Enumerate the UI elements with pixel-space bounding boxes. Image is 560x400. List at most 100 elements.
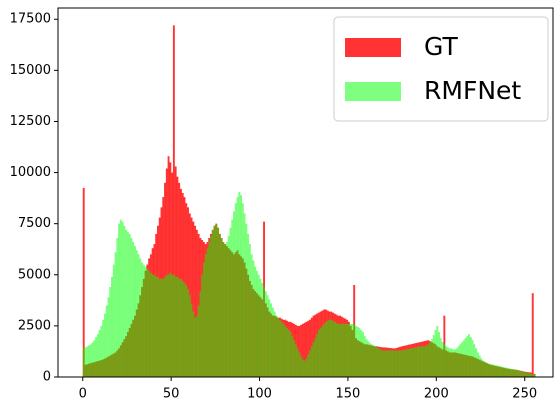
x-tick-label: 250: [512, 387, 537, 400]
histogram-bar: [372, 345, 375, 377]
x-tick-label: 50: [163, 387, 180, 400]
histogram-bar: [238, 191, 241, 377]
histogram-bar: [245, 223, 248, 377]
histogram-bar: [342, 323, 345, 377]
legend-swatch: [345, 38, 401, 57]
histogram-bar: [126, 231, 129, 377]
histogram-bar: [185, 285, 188, 377]
histogram-bar: [448, 348, 451, 377]
histogram-bar: [231, 219, 234, 377]
y-tick-label: 15000: [10, 63, 51, 78]
histogram-bar: [400, 350, 403, 377]
histogram-bar: [303, 322, 306, 377]
histogram-bar: [109, 287, 112, 377]
histogram-bar: [192, 311, 195, 377]
histogram-bar: [503, 367, 506, 377]
histogram-bar: [128, 233, 131, 377]
histogram-bar: [153, 274, 156, 377]
histogram-bar: [367, 341, 370, 377]
histogram-bar: [284, 325, 287, 377]
histogram-bar: [220, 237, 223, 377]
histogram-bar: [476, 352, 479, 377]
histogram-bar: [303, 360, 306, 377]
histogram-bar: [356, 326, 359, 377]
histogram-bar: [496, 365, 499, 377]
histogram-bar: [454, 349, 456, 377]
histogram-bar: [215, 223, 218, 377]
histogram-bar: [130, 237, 133, 377]
histogram-bar: [171, 274, 174, 377]
histogram-bar: [422, 346, 425, 377]
histogram-bar: [455, 348, 458, 377]
histogram-bar: [528, 373, 531, 377]
histogram-bar: [425, 345, 428, 377]
histogram-bar: [446, 347, 449, 377]
histogram-bar: [278, 319, 281, 377]
histogram-bar: [190, 303, 193, 377]
histogram-bar: [172, 274, 175, 377]
histogram-bar: [362, 332, 364, 377]
histogram-bar: [298, 325, 301, 377]
y-tick-label: 5000: [18, 267, 51, 282]
histogram-bar: [280, 321, 283, 377]
histogram-bar: [482, 360, 485, 377]
histogram-bar: [204, 254, 207, 377]
histogram-bar: [218, 233, 221, 377]
plot-area: [82, 25, 536, 377]
histogram-bar: [473, 344, 476, 377]
histogram-bar: [441, 342, 444, 377]
histogram-bar: [415, 347, 418, 377]
histogram-bar: [381, 350, 384, 377]
histogram-bar: [489, 363, 492, 377]
histogram-bar: [167, 156, 170, 377]
y-tick-label: 2500: [18, 318, 51, 333]
histogram-bar: [252, 260, 255, 377]
histogram-bar: [365, 339, 368, 377]
legend-label: RMFNet: [424, 76, 521, 105]
histogram-bar: [294, 344, 297, 377]
histogram-bar: [392, 350, 395, 377]
histogram-bar: [533, 374, 536, 377]
histogram-bar: [86, 346, 89, 377]
histogram-bar: [256, 270, 258, 377]
histogram-bar: [301, 323, 304, 377]
histogram-bar: [162, 278, 165, 377]
histogram-bar: [178, 278, 181, 377]
histogram-bar: [211, 229, 214, 377]
histogram-bar: [125, 229, 128, 377]
histogram-bar: [316, 334, 319, 377]
histogram-bar: [233, 211, 235, 377]
histogram-bar: [335, 322, 338, 377]
histogram-bar: [174, 276, 177, 377]
histogram-bar: [436, 325, 439, 377]
histogram-bar: [395, 350, 398, 377]
histogram-bar: [464, 338, 467, 377]
histogram-bar: [206, 248, 209, 377]
histogram-bar: [98, 329, 101, 377]
histogram-bar: [431, 339, 433, 377]
histogram-bar: [408, 348, 410, 377]
histogram-bar: [531, 293, 534, 377]
histogram-bar: [91, 342, 94, 377]
histogram-bar: [89, 344, 92, 377]
histogram-bar: [248, 244, 251, 377]
histogram-bar: [445, 346, 448, 377]
histogram-bar: [107, 297, 110, 377]
histogram-bar: [114, 252, 117, 377]
histogram-bar: [217, 227, 220, 377]
histogram-bar: [310, 346, 313, 377]
histogram-bar: [164, 276, 166, 377]
histogram-bar: [82, 187, 85, 377]
histogram-bar: [309, 350, 311, 377]
x-tick-label: 0: [79, 387, 87, 400]
axes-frame: [57, 7, 554, 378]
histogram-bar: [194, 225, 197, 377]
legend-label: GT: [424, 32, 458, 61]
histogram-bar: [499, 366, 502, 377]
histogram-bar: [461, 342, 463, 377]
histogram-bar: [116, 237, 119, 377]
histogram-bar: [376, 347, 379, 377]
histogram-bar: [142, 264, 145, 377]
histogram-bar: [312, 342, 315, 377]
